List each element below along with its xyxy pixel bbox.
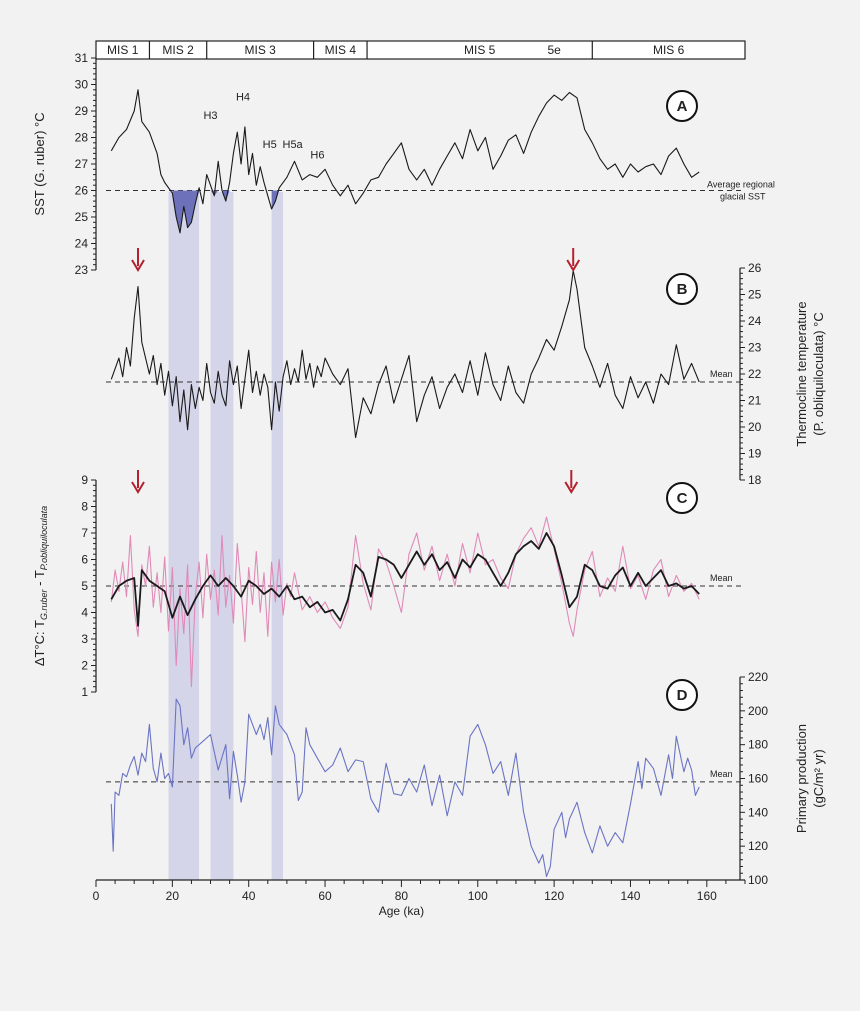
substage-label: 5e	[547, 43, 561, 57]
panel-letter: A	[677, 98, 688, 115]
panel-letter: D	[677, 687, 688, 704]
y-tick-label: 29	[75, 104, 89, 118]
panel-A: 23 24 25 26 27 28 29 30 31 Average regional glacia…	[32, 51, 775, 277]
heinrich-event-label: H4	[236, 91, 250, 103]
y-tick-label: 7	[81, 526, 88, 540]
y-tick-label: 27	[75, 157, 89, 171]
y-tick-label: 24	[748, 314, 762, 328]
panel-letter: B	[677, 281, 688, 298]
y-tick-label: 25	[75, 210, 89, 224]
arrow-head	[566, 259, 581, 272]
y-tick-label: 22	[748, 367, 762, 381]
y-tick-label: 19	[748, 447, 762, 461]
heinrich-event-label: H5a	[283, 139, 304, 151]
y-tick-label: 200	[748, 704, 768, 718]
y-axis-label: SST (G. ruber) °C	[32, 112, 47, 215]
panel-circle	[666, 90, 698, 122]
series-line-C-1	[110, 516, 700, 688]
x-tick-label: 40	[242, 889, 256, 903]
below-mean-fill	[172, 190, 200, 233]
y-tick-label: 21	[748, 394, 762, 408]
y-axis-label: Thermocline temperature	[794, 301, 809, 446]
y-tick-label: 120	[748, 839, 768, 853]
y-tick-label: 3	[81, 632, 88, 646]
stage-label: MIS 1	[107, 43, 139, 57]
y-tick-label: 9	[81, 473, 88, 487]
series-line-D-1	[110, 698, 700, 878]
panel-B: 18 19 20 21 22 23 24 25 26 Mean B Thermocline tempe…	[106, 248, 826, 487]
stage-label: MIS 5	[464, 43, 496, 57]
y-tick-label: 5	[81, 579, 88, 593]
stage-label: MIS 3	[244, 43, 276, 57]
y-tick-label: 20	[748, 420, 762, 434]
y-tick-label: 31	[75, 51, 89, 65]
stage-label: MIS 6	[653, 43, 685, 57]
panel-letter: C	[677, 490, 688, 507]
series-line-B-1	[110, 270, 700, 439]
x-tick-label: 80	[395, 889, 409, 903]
panel-D: 100 120 140 160 180 200 220 Mean D Primary produc…	[106, 670, 826, 887]
y-tick-label: 30	[75, 78, 89, 92]
y-tick-label: 26	[75, 184, 89, 198]
x-tick-label: 0	[93, 889, 100, 903]
x-tick-label: 100	[468, 889, 488, 903]
y-axis-label: ΔT°C: TG.ruber - TP.obliquiloculata	[32, 506, 49, 666]
arrow-head	[131, 259, 145, 272]
y-tick-label: 6	[81, 553, 88, 567]
mis-stage-bar: MIS 1 MIS 2 MIS 3 MIS 4 MIS 5 MIS 6 5e	[95, 40, 746, 60]
stage-label: MIS 2	[162, 43, 194, 57]
x-tick-label: 140	[620, 889, 640, 903]
arrow-head	[131, 481, 145, 494]
series-line-A-1	[110, 89, 700, 234]
mean-label: Mean	[710, 573, 733, 583]
y-tick-label: 8	[81, 500, 88, 514]
y-axis-label-sub: (P. obliquiloculata) °C	[811, 312, 826, 435]
heinrich-shade-band	[271, 192, 284, 880]
y-tick-label: 23	[75, 263, 89, 277]
x-tick-label: 160	[697, 889, 717, 903]
y-tick-label: 140	[748, 805, 768, 819]
x-tick-label: 20	[166, 889, 180, 903]
y-axis-label: Primary production	[794, 724, 809, 833]
series-line-C-2	[110, 532, 700, 627]
panel-circle	[666, 273, 698, 305]
panel-C: 1 2 3 4 5 6 7 8 9 Mean C ΔT°C: TG.ruber - TP.obliqu…	[32, 470, 745, 699]
panel-circle	[666, 482, 698, 514]
y-tick-label: 100	[748, 873, 768, 887]
panel-circle	[666, 679, 698, 711]
y-tick-label: 24	[75, 237, 89, 251]
mean-label: Mean	[710, 769, 733, 779]
y-tick-label: 28	[75, 131, 89, 145]
x-axis-label: Age (ka)	[379, 904, 424, 918]
heinrich-event-label: H6	[310, 150, 324, 162]
stage-bar-frame	[95, 40, 746, 60]
y-axis-label-sub: (gC/m² yr)	[811, 749, 826, 808]
y-tick-label: 1	[81, 685, 88, 699]
y-tick-label: 2	[81, 659, 88, 673]
y-tick-label: 160	[748, 772, 768, 786]
x-tick-label: 60	[318, 889, 332, 903]
y-tick-label: 25	[748, 288, 762, 302]
mean-label: Mean	[710, 369, 733, 379]
mean-label: Average regional	[707, 180, 775, 190]
heinrich-event-label: H5	[263, 139, 277, 151]
mean-label-2: glacial SST	[720, 192, 766, 202]
heinrich-event-label: H3	[203, 110, 217, 122]
stage-label: MIS 4	[325, 43, 357, 57]
y-tick-label: 23	[748, 341, 762, 355]
y-tick-label: 4	[81, 606, 88, 620]
arrow-head	[564, 481, 579, 494]
x-tick-label: 120	[544, 889, 564, 903]
y-tick-label: 26	[748, 261, 762, 275]
y-tick-label: 220	[748, 670, 768, 684]
y-tick-label: 180	[748, 738, 768, 752]
y-tick-label: 18	[748, 473, 762, 487]
age-x-axis: 0 20 40 60 80 100 120 140 160 Age (ka)	[93, 879, 746, 918]
